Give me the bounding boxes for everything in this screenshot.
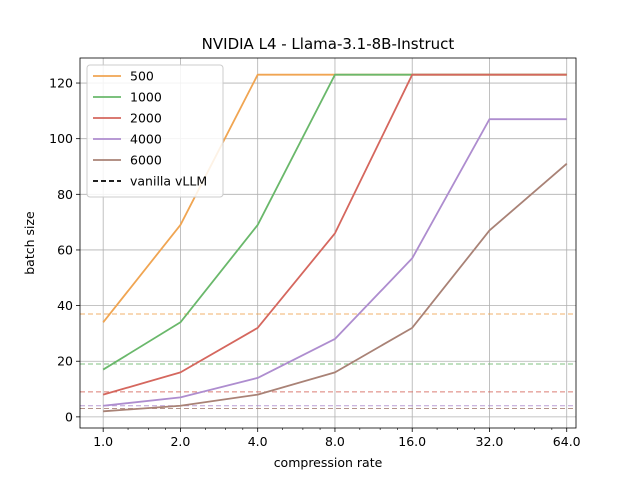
x-tick-label: 64.0 [553,434,581,449]
y-tick-label: 80 [57,187,73,202]
x-tick-label: 4.0 [248,434,268,449]
grid [80,58,576,428]
legend-label-500: 500 [130,69,154,84]
x-tick-label: 16.0 [398,434,426,449]
x-tick-label: 2.0 [170,434,190,449]
y-tick-label: 100 [49,131,73,146]
series-lines [102,73,568,413]
legend-label-4000: 4000 [130,132,162,147]
y-tick-label: 20 [57,354,73,369]
series-line-4000 [103,118,567,407]
y-axis-label: batch size [22,211,37,275]
axes: 1.0 2.0 4.0 8.0 16.0 32.0 64.0 0 20 40 60 80 100 120 [49,76,581,449]
y-tick-label: 0 [65,409,73,424]
x-axis-label: compression rate [274,455,383,470]
y-tick-label: 40 [57,298,73,313]
series-line-6000 [103,163,568,413]
x-tick-label: 32.0 [476,434,504,449]
y-tick-label: 120 [49,76,73,91]
plot-frame [79,57,577,429]
vanilla-reference-lines [80,313,576,410]
legend-label-1000: 1000 [130,90,162,105]
legend-label-vanilla: vanilla vLLM [130,174,207,189]
legend-box [86,64,224,198]
x-tick-label: 1.0 [93,434,113,449]
chart-title: NVIDIA L4 - Llama-3.1-8B-Instruct [202,35,455,53]
x-tick-label: 8.0 [325,434,345,449]
y-tick-label: 60 [57,242,73,257]
series-line-2000 [102,73,567,396]
legend: 500 1000 2000 4000 6000 vanilla vLLM [86,64,224,198]
legend-label-2000: 2000 [130,111,162,126]
legend-label-6000: 6000 [130,153,162,168]
